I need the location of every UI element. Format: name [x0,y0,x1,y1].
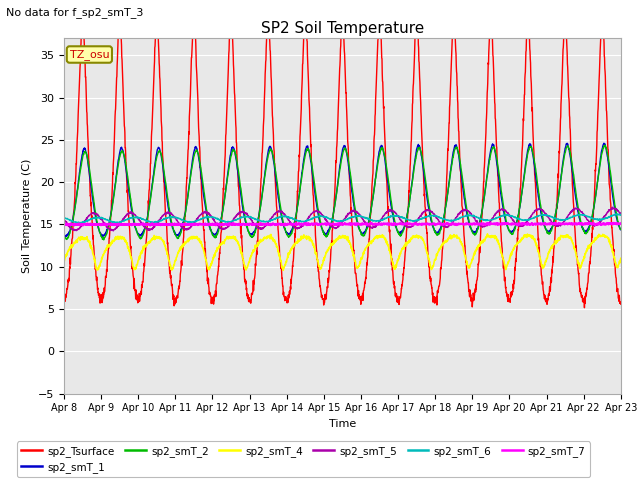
sp2_smT_6 [612,211,620,217]
sp2_smT_1 [504,226,512,232]
Line: sp2_smT_4: sp2_smT_4 [64,234,621,270]
sp2_smT_5 [109,228,117,234]
sp2_smT_7 [584,221,591,227]
Text: No data for f_sp2_smT_3: No data for f_sp2_smT_3 [6,7,144,18]
sp2_smT_6 [359,214,367,219]
sp2_smT_2 [100,237,108,243]
sp2_smT_6 [617,212,625,218]
Line: sp2_smT_1: sp2_smT_1 [64,143,621,237]
sp2_smT_7 [504,221,512,227]
sp2_smT_6 [371,217,379,223]
Title: SP2 Soil Temperature: SP2 Soil Temperature [260,21,424,36]
sp2_smT_4 [280,267,287,273]
sp2_Tsurface [60,293,68,299]
sp2_smT_7 [568,221,575,227]
sp2_smT_1 [359,230,367,236]
sp2_smT_4 [505,259,513,265]
sp2_smT_1 [62,234,70,240]
sp2_smT_5 [504,210,512,216]
sp2_smT_5 [568,208,575,214]
sp2_smT_4 [359,253,367,259]
sp2_smT_5 [216,225,223,231]
sp2_smT_4 [216,243,223,249]
sp2_smT_4 [584,247,591,252]
sp2_smT_2 [568,160,575,166]
sp2_smT_6 [584,214,591,219]
sp2_smT_5 [60,217,68,223]
sp2_smT_7 [281,223,289,228]
sp2_smT_7 [617,221,625,227]
Line: sp2_smT_5: sp2_smT_5 [64,207,621,231]
Y-axis label: Soil Temperature (C): Soil Temperature (C) [22,159,33,273]
sp2_smT_2 [371,183,379,189]
sp2_smT_6 [504,212,512,218]
sp2_smT_1 [568,167,576,173]
sp2_Tsurface [617,301,625,307]
Line: sp2_smT_2: sp2_smT_2 [64,145,621,240]
sp2_smT_2 [602,143,609,148]
sp2_smT_4 [568,238,576,243]
sp2_smT_4 [60,259,68,264]
sp2_smT_7 [60,223,68,228]
sp2_smT_4 [617,255,625,261]
sp2_smT_2 [584,229,591,235]
sp2_smT_5 [359,216,367,222]
sp2_Tsurface [580,305,588,311]
sp2_Tsurface [216,256,223,262]
sp2_smT_6 [60,216,68,221]
sp2_smT_5 [609,204,616,210]
sp2_smT_2 [359,233,367,239]
sp2_smT_5 [584,217,591,223]
sp2_smT_5 [617,212,625,217]
sp2_smT_7 [371,222,379,228]
sp2_smT_1 [60,232,68,238]
sp2_smT_2 [504,226,512,232]
sp2_Tsurface [584,285,591,291]
sp2_smT_7 [359,221,367,227]
sp2_smT_7 [216,221,223,227]
sp2_smT_2 [216,224,223,230]
Line: sp2_Tsurface: sp2_Tsurface [64,10,621,308]
Line: sp2_smT_7: sp2_smT_7 [64,223,621,226]
sp2_smT_6 [73,220,81,226]
sp2_smT_6 [216,217,223,223]
Text: TZ_osu: TZ_osu [70,49,109,60]
sp2_Tsurface [504,292,512,298]
sp2_smT_1 [563,140,571,146]
X-axis label: Time: Time [329,419,356,429]
sp2_smT_1 [216,222,223,228]
sp2_smT_7 [610,220,618,226]
Line: sp2_smT_6: sp2_smT_6 [64,214,621,223]
sp2_smT_2 [60,233,68,239]
sp2_smT_5 [371,224,379,230]
sp2_Tsurface [598,7,606,12]
sp2_smT_4 [371,235,379,240]
Legend: sp2_Tsurface, sp2_smT_1, sp2_smT_2, sp2_smT_4, sp2_smT_5, sp2_smT_6, sp2_smT_7: sp2_Tsurface, sp2_smT_1, sp2_smT_2, sp2_… [17,442,589,477]
sp2_smT_1 [617,227,625,233]
sp2_smT_2 [617,227,625,232]
sp2_Tsurface [371,132,378,137]
sp2_Tsurface [568,162,575,168]
sp2_smT_1 [371,181,379,187]
sp2_Tsurface [358,295,366,300]
sp2_smT_4 [484,231,492,237]
sp2_smT_6 [568,214,575,220]
sp2_smT_1 [584,228,591,233]
